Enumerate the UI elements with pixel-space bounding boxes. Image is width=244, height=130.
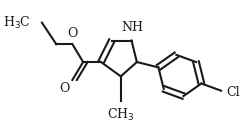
Text: CH$_3$: CH$_3$: [107, 107, 134, 123]
Text: Cl: Cl: [226, 86, 240, 99]
Text: O: O: [59, 82, 70, 95]
Text: NH: NH: [122, 21, 143, 34]
Text: H$_3$C: H$_3$C: [3, 15, 31, 31]
Text: O: O: [67, 27, 78, 40]
